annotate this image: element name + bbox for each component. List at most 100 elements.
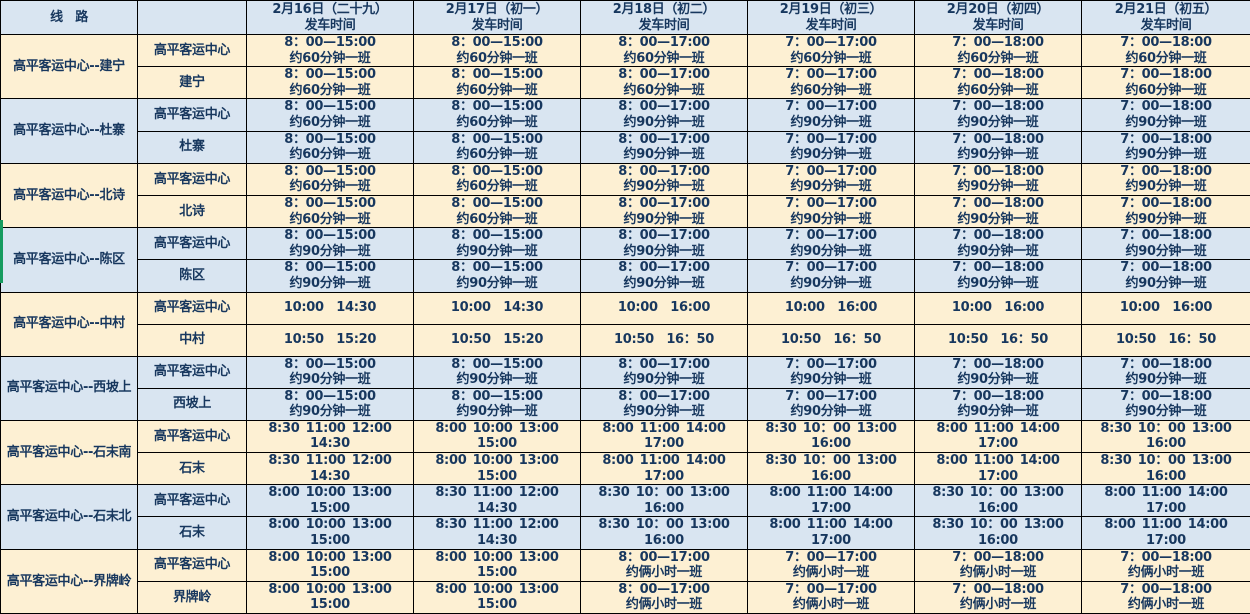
table-row: 高平客运中心--中村 高平客运中心 10:00 14:30 10:00 14:3… — [1, 292, 1250, 324]
time-cell: 8：00—15:00 约90分钟一班 — [247, 356, 414, 388]
time-cell: 10:00 16:00 — [915, 292, 1082, 324]
time-cell: 8:30 11:00 12:00 14:30 — [247, 420, 414, 452]
route-cell: 高平客运中心--建宁 — [1, 35, 138, 99]
time-cell: 7：00—18:00 约60分钟一班 — [915, 67, 1082, 99]
col-header-date-0217: 2月17日（初一） 发车时间 — [414, 1, 581, 35]
time-cell: 10:00 16:00 — [581, 292, 748, 324]
time-cell: 7：00—17:00 约90分钟一班 — [748, 99, 915, 131]
time-cell: 8：00—15:00 约90分钟一班 — [414, 228, 581, 260]
time-cell: 8：00—17:00 约90分钟一班 — [581, 228, 748, 260]
station-cell: 杜寨 — [138, 131, 247, 163]
time-cell: 8:00 10:00 13:00 15:00 — [414, 453, 581, 485]
time-cell: 7：00—17:00 约90分钟一班 — [748, 131, 915, 163]
time-cell: 8:00 11:00 14:00 17:00 — [581, 453, 748, 485]
time-cell: 8:00 10:00 13:00 15:00 — [247, 549, 414, 581]
time-cell: 8：00—15:00 约90分钟一班 — [247, 388, 414, 420]
time-cell: 10:50 16：50 — [581, 324, 748, 356]
station-column-header — [138, 1, 247, 35]
route-cell: 高平客运中心--杜寨 — [1, 99, 138, 163]
time-cell: 7：00—18:00 约60分钟一班 — [1082, 35, 1250, 67]
time-cell: 8:00 11:00 14:00 17:00 — [1082, 485, 1250, 517]
time-cell: 7：00—18:00 约俩小时一班 — [1082, 581, 1250, 613]
time-cell: 8:00 11:00 14:00 17:00 — [915, 453, 1082, 485]
time-cell: 8:00 10:00 13:00 15:00 — [247, 581, 414, 613]
time-cell: 8：00—17:00 约90分钟一班 — [581, 99, 748, 131]
time-cell: 8:30 10：00 13:00 16:00 — [748, 420, 915, 452]
time-cell: 7：00—18:00 约60分钟一班 — [915, 35, 1082, 67]
time-cell: 7：00—18:00 约90分钟一班 — [1082, 388, 1250, 420]
time-cell: 7：00—17:00 约90分钟一班 — [748, 195, 915, 227]
time-cell: 10:00 14:30 — [247, 292, 414, 324]
time-cell: 7：00—17:00 约90分钟一班 — [748, 228, 915, 260]
station-cell: 石末 — [138, 453, 247, 485]
table-row: 高平客运中心--杜寨 高平客运中心 8：00—15:00 约60分钟一班 8：0… — [1, 99, 1250, 131]
station-cell: 高平客运中心 — [138, 292, 247, 324]
time-cell: 7：00—17:00 约60分钟一班 — [748, 35, 915, 67]
time-cell: 8:30 11:00 12:00 14:30 — [414, 485, 581, 517]
time-cell: 10:00 14:30 — [414, 292, 581, 324]
time-cell: 8：00—15:00 约60分钟一班 — [414, 99, 581, 131]
time-cell: 8：00—17:00 约俩小时一班 — [581, 549, 748, 581]
time-cell: 7：00—17:00 约俩小时一班 — [748, 549, 915, 581]
time-cell: 8:30 10：00 13:00 16:00 — [915, 517, 1082, 549]
time-cell: 7：00—17:00 约90分钟一班 — [748, 260, 915, 292]
time-cell: 7：00—17:00 约90分钟一班 — [748, 163, 915, 195]
table-row: 西坡上 8：00—15:00 约90分钟一班 8：00—15:00 约90分钟一… — [1, 388, 1250, 420]
route-cell: 高平客运中心--石末北 — [1, 485, 138, 549]
route-cell: 高平客运中心--中村 — [1, 292, 138, 356]
time-cell: 7：00—18:00 约90分钟一班 — [915, 388, 1082, 420]
time-cell: 7：00—17:00 约90分钟一班 — [748, 356, 915, 388]
time-cell: 7：00—18:00 约90分钟一班 — [1082, 356, 1250, 388]
time-cell: 8：00—15:00 约90分钟一班 — [247, 260, 414, 292]
table-row: 杜寨 8：00—15:00 约60分钟一班 8：00—15:00 约60分钟一班… — [1, 131, 1250, 163]
station-cell: 高平客运中心 — [138, 99, 247, 131]
time-cell: 7：00—17:00 约俩小时一班 — [748, 581, 915, 613]
table-row: 北诗 8：00—15:00 约60分钟一班 8：00—15:00 约60分钟一班… — [1, 195, 1250, 227]
table-row: 高平客运中心--石末北 高平客运中心 8:00 10:00 13:00 15:0… — [1, 485, 1250, 517]
time-cell: 8:00 11:00 14:00 17:00 — [915, 420, 1082, 452]
time-cell: 10:00 16:00 — [748, 292, 915, 324]
time-cell: 8:30 10：00 13:00 16:00 — [1082, 453, 1250, 485]
time-cell: 8：00—17:00 约90分钟一班 — [581, 131, 748, 163]
route-cell: 高平客运中心--西坡上 — [1, 356, 138, 420]
col-header-date-0219: 2月19日（初三） 发车时间 — [748, 1, 915, 35]
station-cell: 陈区 — [138, 260, 247, 292]
time-cell: 8：00—15:00 约90分钟一班 — [414, 356, 581, 388]
time-cell: 7：00—18:00 约90分钟一班 — [915, 228, 1082, 260]
station-cell: 西坡上 — [138, 388, 247, 420]
station-cell: 界牌岭 — [138, 581, 247, 613]
time-cell: 8:00 11:00 14:00 17:00 — [1082, 517, 1250, 549]
table-row: 中村 10:50 15:20 10:50 15:20 10:50 16：50 1… — [1, 324, 1250, 356]
time-cell: 7：00—17:00 约90分钟一班 — [748, 388, 915, 420]
station-cell: 高平客运中心 — [138, 163, 247, 195]
time-cell: 8:30 10：00 13:00 16:00 — [581, 485, 748, 517]
station-cell: 中村 — [138, 324, 247, 356]
time-cell: 8:00 10:00 13:00 15:00 — [414, 549, 581, 581]
time-cell: 8：00—17:00 约60分钟一班 — [581, 67, 748, 99]
time-cell: 10:50 16：50 — [1082, 324, 1250, 356]
station-cell: 高平客运中心 — [138, 549, 247, 581]
time-cell: 8:00 10:00 13:00 15:00 — [247, 517, 414, 549]
left-edge-green-strip — [0, 220, 3, 283]
time-cell: 8:30 10：00 13:00 16:00 — [915, 485, 1082, 517]
route-column-header: 线 路 — [1, 1, 138, 35]
time-cell: 8：00—17:00 约90分钟一班 — [581, 260, 748, 292]
station-cell: 高平客运中心 — [138, 35, 247, 67]
time-cell: 8：00—15:00 约60分钟一班 — [247, 35, 414, 67]
station-cell: 高平客运中心 — [138, 356, 247, 388]
route-cell: 高平客运中心--石末南 — [1, 420, 138, 484]
header-row: 线 路 2月16日（二十九） 发车时间 2月17日（初一） 发车时间 2月18日… — [1, 1, 1250, 35]
station-cell: 石末 — [138, 517, 247, 549]
time-cell: 8：00—15:00 约60分钟一班 — [414, 67, 581, 99]
time-cell: 7：00—18:00 约90分钟一班 — [1082, 131, 1250, 163]
time-cell: 7：00—18:00 约90分钟一班 — [1082, 195, 1250, 227]
time-cell: 8：00—15:00 约60分钟一班 — [414, 163, 581, 195]
time-cell: 8:00 10:00 13:00 15:00 — [247, 485, 414, 517]
time-cell: 8：00—17:00 约90分钟一班 — [581, 356, 748, 388]
table-row: 石末 8:00 10:00 13:00 15:00 8:30 11:00 12:… — [1, 517, 1250, 549]
time-cell: 8:00 10:00 13:00 15:00 — [414, 420, 581, 452]
col-header-date-0216: 2月16日（二十九） 发车时间 — [247, 1, 414, 35]
time-cell: 7：00—18:00 约90分钟一班 — [915, 260, 1082, 292]
time-cell: 7：00—17:00 约60分钟一班 — [748, 67, 915, 99]
time-cell: 10:50 16：50 — [748, 324, 915, 356]
